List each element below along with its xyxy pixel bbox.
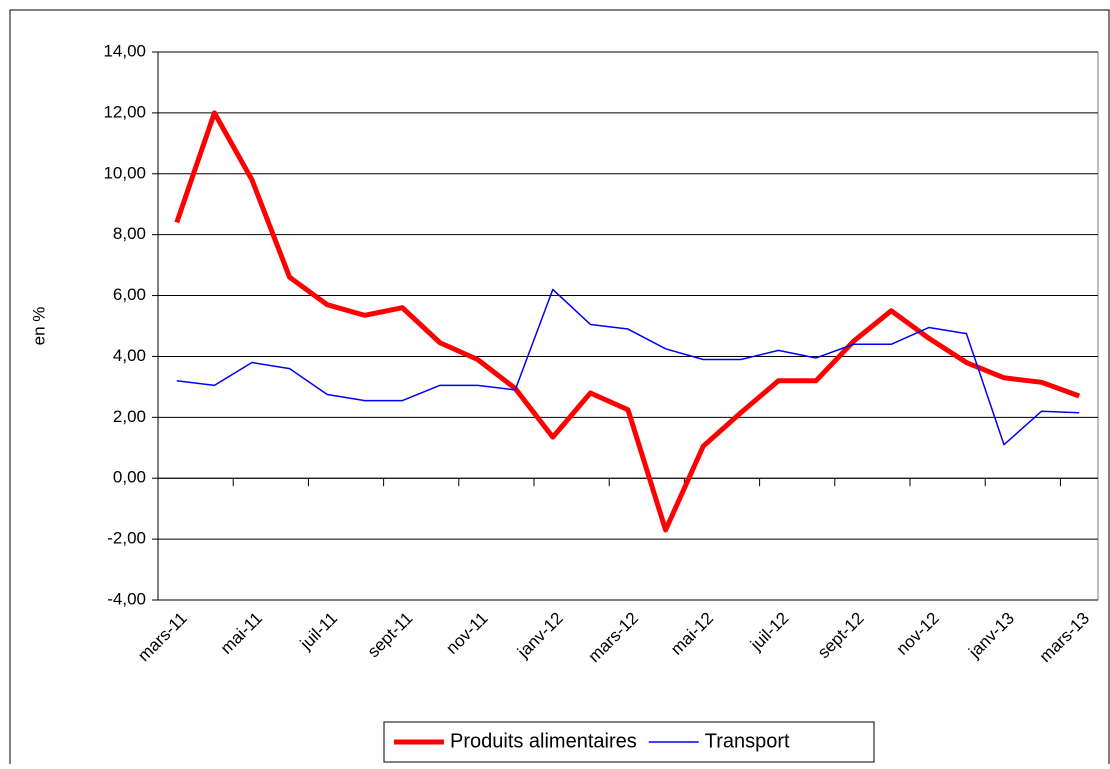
y-tick-label: 0,00 — [113, 468, 146, 487]
series-line — [176, 288, 1080, 446]
y-tick-label: 4,00 — [113, 346, 146, 365]
legend-box — [383, 721, 875, 763]
y-tick-label: 10,00 — [103, 163, 146, 182]
y-tick-label: 12,00 — [103, 102, 146, 121]
y-tick-label: -4,00 — [107, 589, 146, 608]
y-tick-label: 14,00 — [103, 41, 146, 60]
y-tick-label: 2,00 — [113, 407, 146, 426]
plot-area — [157, 51, 1099, 601]
y-tick-label: -2,00 — [107, 529, 146, 548]
legend-label: Produits alimentaires — [450, 730, 637, 752]
y-axis-label: en % — [29, 307, 48, 346]
y-tick-label: 6,00 — [113, 285, 146, 304]
y-tick-label: 8,00 — [113, 224, 146, 243]
legend-label: Transport — [705, 730, 790, 752]
series-line — [174, 110, 1081, 533]
